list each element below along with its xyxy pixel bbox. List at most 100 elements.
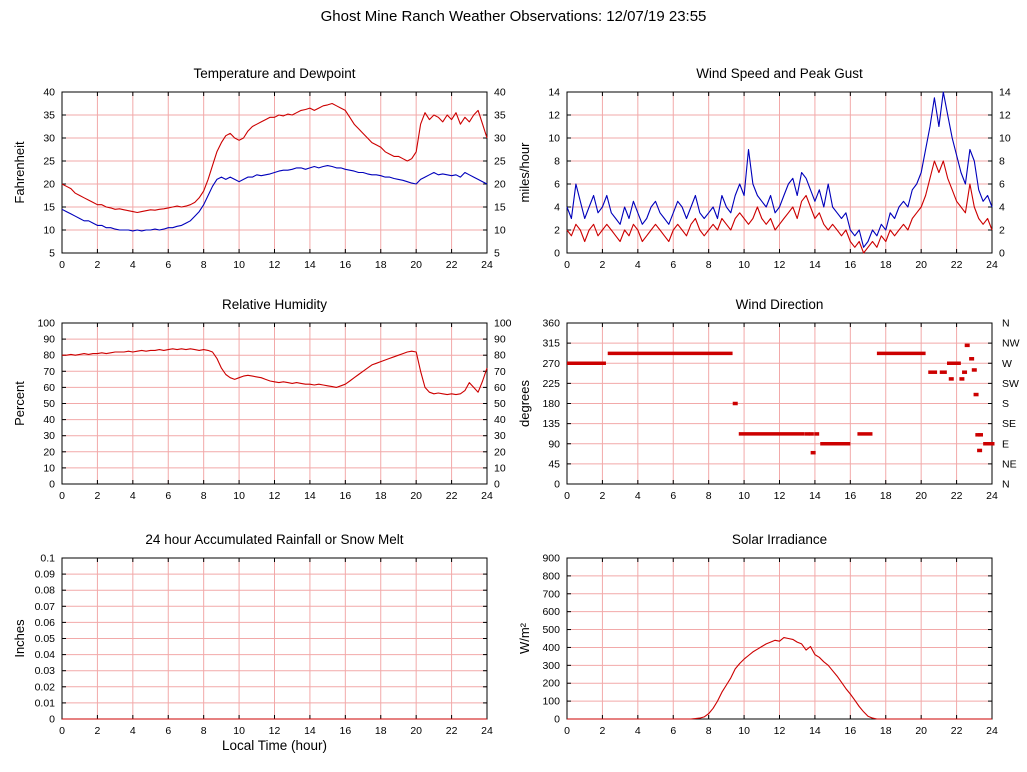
wind_direction-point <box>814 432 820 436</box>
y-tick-label: 6 <box>554 179 560 191</box>
y-tick-label: 35 <box>43 110 55 122</box>
y-tick-label: 10 <box>43 225 55 237</box>
y-tick-label: 45 <box>548 458 560 470</box>
rainfall-ylabel: Inches <box>12 619 27 658</box>
wind_direction-point <box>975 433 981 437</box>
x-tick-label: 6 <box>670 725 676 737</box>
y-tick-label: 180 <box>542 398 560 410</box>
y-tick-label: 135 <box>542 418 560 430</box>
y-tick-label-right: 90 <box>494 334 506 346</box>
x-tick-label: 16 <box>339 259 351 271</box>
y-tick-label-right: 10 <box>494 462 506 474</box>
x-tick-label: 18 <box>375 725 387 737</box>
y-tick-label: 15 <box>43 202 55 214</box>
y-tick-label-right: 50 <box>494 398 506 410</box>
x-tick-label: 2 <box>94 725 100 737</box>
y-tick-label: 30 <box>43 133 55 145</box>
wind_direction-point <box>969 357 975 361</box>
wind_speed-series-peak-gust <box>566 91 993 248</box>
y-tick-label: 270 <box>542 358 560 370</box>
x-tick-label: 14 <box>809 490 821 502</box>
y-tick-label: 5 <box>49 248 55 260</box>
y-tick-label-right: 20 <box>494 179 506 191</box>
wind_direction-point <box>964 343 970 348</box>
y-tick-label-right: 4 <box>999 202 1005 214</box>
y-tick-label-right: 80 <box>494 350 506 362</box>
x-tick-label: 4 <box>635 490 641 502</box>
y-tick-label: 8 <box>554 156 560 168</box>
wind_direction-point <box>810 450 816 455</box>
y-tick-label: 0 <box>554 479 560 491</box>
y-tick-label: 60 <box>43 382 55 394</box>
wind_direction-point <box>977 448 983 453</box>
x-tick-label: 0 <box>564 259 570 271</box>
y-tick-label: 0 <box>49 479 55 491</box>
x-tick-label: 10 <box>738 490 750 502</box>
y-tick-label: 0.1 <box>40 553 55 565</box>
x-tick-label: 8 <box>706 490 712 502</box>
y-tick-label: 100 <box>542 696 560 708</box>
x-tick-label: 22 <box>951 259 963 271</box>
humidity-series-relative-humidity <box>62 348 488 396</box>
y-tick-label: 300 <box>542 660 560 672</box>
y-tick-label-right: 35 <box>494 110 506 122</box>
x-tick-label: 18 <box>880 490 892 502</box>
compass-label: SE <box>1002 418 1016 430</box>
x-tick-label: 20 <box>410 725 422 737</box>
temperature_dewpoint-ylabel: Fahrenheit <box>12 141 27 204</box>
x-tick-label: 0 <box>59 490 65 502</box>
y-tick-label: 20 <box>43 446 55 458</box>
y-tick-label-right: 14 <box>999 87 1011 99</box>
x-tick-label: 16 <box>844 490 856 502</box>
x-tick-label: 0 <box>564 725 570 737</box>
y-tick-label: 0.08 <box>35 585 56 597</box>
y-tick-label: 500 <box>542 624 560 636</box>
x-tick-label: 10 <box>233 490 245 502</box>
x-tick-label: 24 <box>986 259 998 271</box>
x-tick-label: 14 <box>809 259 821 271</box>
x-tick-label: 24 <box>481 259 493 271</box>
y-tick-label: 0 <box>49 714 55 726</box>
x-tick-label: 10 <box>738 259 750 271</box>
x-tick-label: 2 <box>94 259 100 271</box>
x-tick-label: 12 <box>269 490 281 502</box>
x-tick-label: 14 <box>304 490 316 502</box>
wind_direction-point <box>732 401 738 406</box>
x-tick-label: 8 <box>201 490 207 502</box>
x-tick-label: 12 <box>269 259 281 271</box>
compass-label: E <box>1002 438 1009 450</box>
y-tick-label: 700 <box>542 588 560 600</box>
y-tick-label: 225 <box>542 378 560 390</box>
wind_direction-point <box>959 377 965 381</box>
humidity-ylabel: Percent <box>12 381 27 426</box>
x-tick-label: 6 <box>670 490 676 502</box>
y-tick-label: 900 <box>542 553 560 565</box>
wind_direction-point <box>948 377 954 381</box>
humidity-title: Relative Humidity <box>222 297 327 312</box>
y-tick-label-right: 60 <box>494 382 506 394</box>
y-tick-label-right: 12 <box>999 110 1011 122</box>
x-tick-label: 4 <box>130 490 136 502</box>
x-tick-label: 24 <box>986 490 998 502</box>
y-tick-label: 0.06 <box>35 617 56 629</box>
y-tick-label-right: 6 <box>999 179 1005 191</box>
x-tick-label: 18 <box>375 259 387 271</box>
compass-label: N <box>1002 318 1010 330</box>
y-tick-label: 80 <box>43 350 55 362</box>
x-tick-label: 4 <box>130 725 136 737</box>
x-tick-label: 8 <box>201 725 207 737</box>
x-tick-label: 18 <box>375 490 387 502</box>
wind_direction-point <box>962 370 968 374</box>
x-tick-label: 20 <box>915 725 927 737</box>
x-tick-label: 14 <box>809 725 821 737</box>
x-tick-label: 22 <box>951 725 963 737</box>
solar-chart: 0 2 4 6 8 10 12 14 16 18 20 22 240100200300400500600… <box>517 532 998 737</box>
wind_speed-ylabel: miles/hour <box>517 142 532 203</box>
y-tick-label: 14 <box>548 87 560 99</box>
rainfall-title: 24 hour Accumulated Rainfall or Snow Mel… <box>145 532 403 547</box>
x-tick-label: 6 <box>165 725 171 737</box>
x-tick-label: 22 <box>446 725 458 737</box>
x-tick-label: 12 <box>774 259 786 271</box>
